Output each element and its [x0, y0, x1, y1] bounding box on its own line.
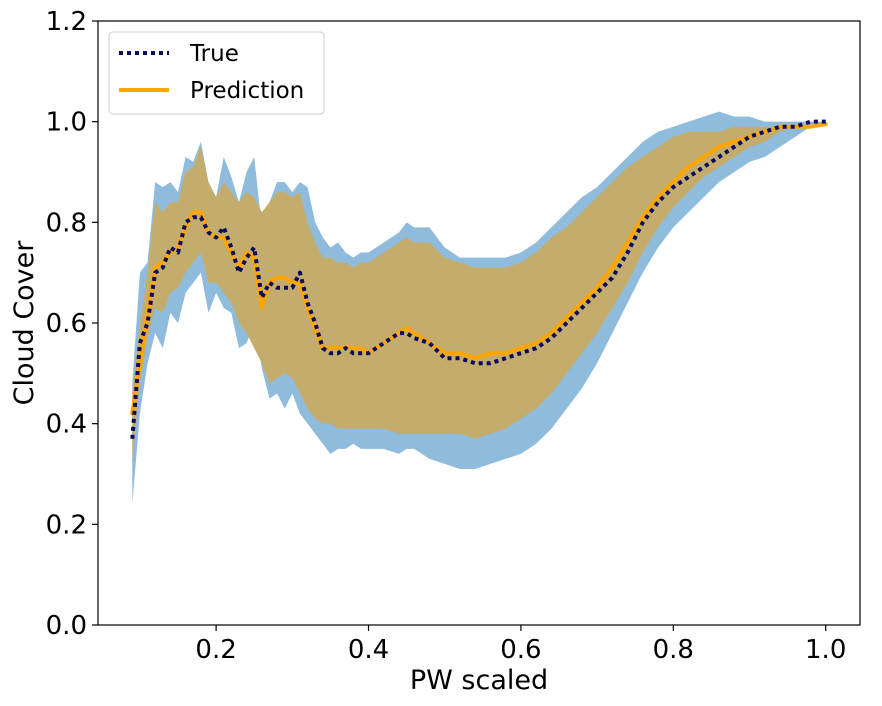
legend: True Prediction: [108, 31, 325, 115]
x-axis-label: PW scaled: [410, 665, 548, 696]
y-axis-label: Cloud Cover: [9, 240, 40, 406]
x-tick-label: 0.6: [500, 635, 541, 665]
y-axis-ticks: 0.0 0.2 0.4 0.6 0.8 1.0 1.2: [46, 7, 98, 641]
y-tick-label: 0.0: [46, 611, 87, 641]
legend-label-true: True: [189, 41, 239, 67]
uncertainty-bands: [132, 111, 826, 505]
y-tick-label: 1.0: [46, 108, 87, 138]
y-tick-label: 0.2: [46, 510, 87, 540]
y-tick-label: 0.4: [46, 410, 87, 440]
y-tick-label: 0.6: [46, 309, 87, 339]
legend-label-prediction: Prediction: [190, 78, 304, 104]
series-line-true: [130, 119, 826, 439]
y-tick-label: 1.2: [46, 7, 87, 37]
series-lines: [130, 119, 828, 439]
x-axis-ticks: 0.2 0.4 0.6 0.8 1.0: [195, 625, 846, 665]
x-tick-label: 1.0: [805, 635, 846, 665]
x-tick-label: 0.4: [348, 635, 389, 665]
x-tick-label: 0.8: [653, 635, 694, 665]
y-tick-label: 0.8: [46, 208, 87, 238]
x-tick-label: 0.2: [195, 635, 236, 665]
